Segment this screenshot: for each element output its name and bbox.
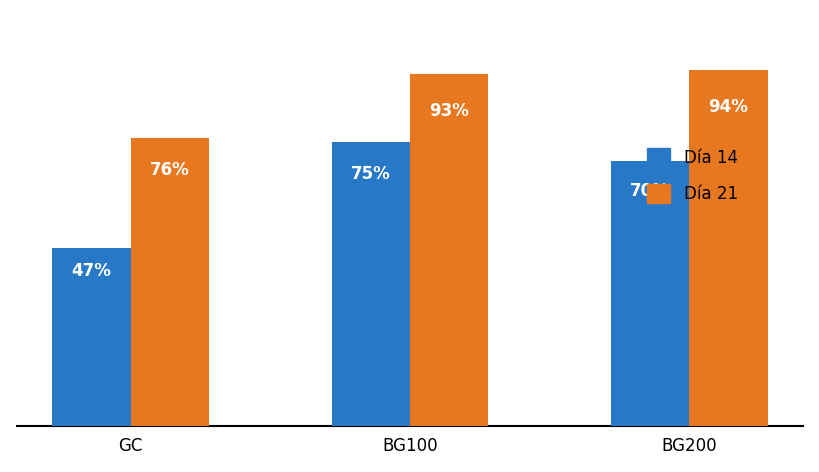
Text: 93%: 93% [428,102,468,120]
Text: 94%: 94% [708,98,748,116]
Text: 75%: 75% [351,165,391,183]
Text: 70%: 70% [630,182,669,200]
Bar [130,138,209,426]
Bar [52,248,130,426]
Bar [410,74,487,426]
Bar [689,70,767,426]
Bar [332,142,410,426]
Bar [610,161,689,426]
Text: 76%: 76% [150,161,189,179]
Legend: Día 14, Día 21: Día 14, Día 21 [638,140,745,211]
Text: 47%: 47% [71,262,111,280]
